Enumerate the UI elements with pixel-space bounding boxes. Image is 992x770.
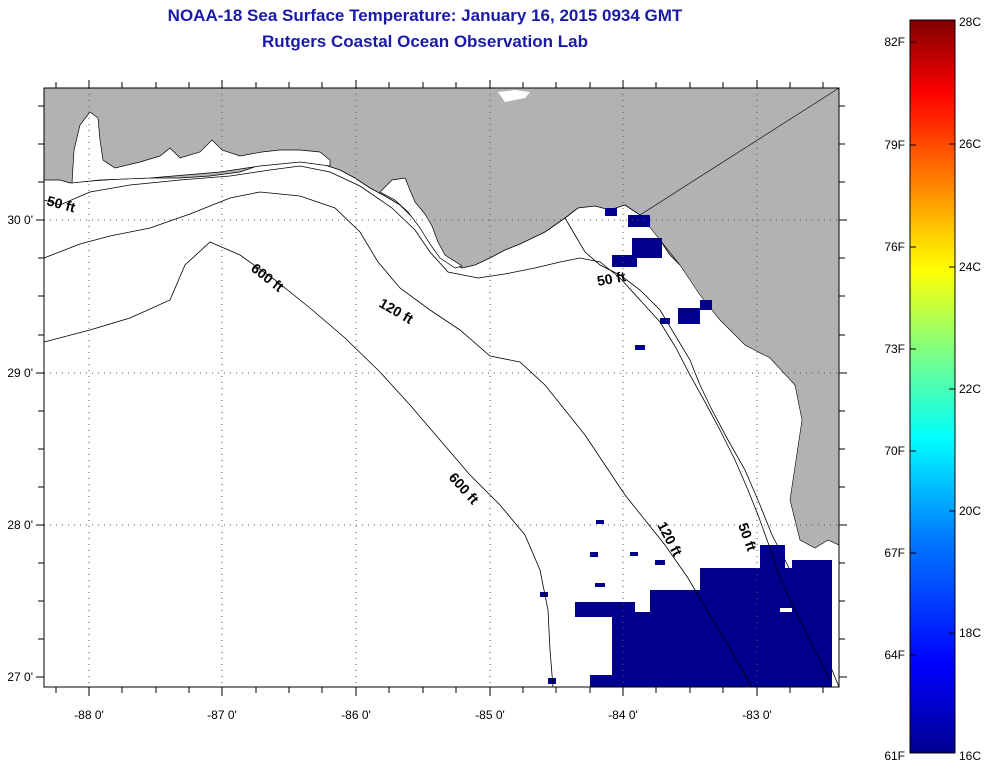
apalachicola-bay — [379, 177, 463, 269]
lon-label-84: -84 0' — [608, 708, 638, 722]
lon-label-85: -85 0' — [475, 708, 505, 722]
lat-label-30: 30 0' — [7, 213, 33, 227]
contour-120ft — [43, 191, 753, 688]
lat-label-27: 27 0' — [7, 670, 33, 684]
colorbar-f-73: 73F — [884, 342, 905, 356]
cold-water-patches — [540, 208, 832, 687]
colorbar-f-79: 79F — [884, 138, 905, 152]
lake-inlet — [498, 90, 530, 102]
contour-label-50-east: 50 ft — [596, 268, 627, 289]
colorbar-c-16: 16C — [959, 749, 981, 763]
colorbar-f-67: 67F — [884, 546, 905, 560]
graticule — [44, 88, 839, 687]
colorbar-c-26: 26C — [959, 137, 981, 151]
depth-contours — [43, 165, 831, 688]
lat-label-29: 29 0' — [7, 366, 33, 380]
contour-label-50-west: 50 ft — [45, 192, 77, 215]
contour-600ft — [43, 241, 554, 688]
lat-label-28: 28 0' — [7, 518, 33, 532]
colorbar-f-76: 76F — [884, 240, 905, 254]
mobile-bay — [71, 111, 331, 184]
contour-50ft — [43, 165, 831, 681]
colorbar-c-24: 24C — [959, 260, 981, 274]
colorbar-f-64: 64F — [884, 648, 905, 662]
map-subtitle: Rutgers Coastal Ocean Observation Lab — [262, 32, 588, 51]
lon-label-83: -83 0' — [742, 708, 772, 722]
colorbar-f-61: 61F — [884, 749, 905, 763]
colorbar-c-28: 28C — [959, 15, 981, 29]
colorbar-c-18: 18C — [959, 626, 981, 640]
colorbar-f-70: 70F — [884, 444, 905, 458]
axis-ticks — [36, 80, 847, 696]
lon-label-88: -88 0' — [74, 708, 104, 722]
lon-label-86: -86 0' — [341, 708, 371, 722]
colorbar-ticks — [910, 41, 955, 656]
temperature-colorbar — [909, 19, 956, 754]
colorbar-c-22: 22C — [959, 382, 981, 396]
florida-land — [639, 88, 839, 549]
colorbar-f-82: 82F — [884, 35, 905, 49]
map-title: NOAA-18 Sea Surface Temperature: January… — [167, 6, 683, 25]
colorbar-c-20: 20C — [959, 504, 981, 518]
map-frame — [43, 87, 840, 688]
lon-label-87: -87 0' — [207, 708, 237, 722]
